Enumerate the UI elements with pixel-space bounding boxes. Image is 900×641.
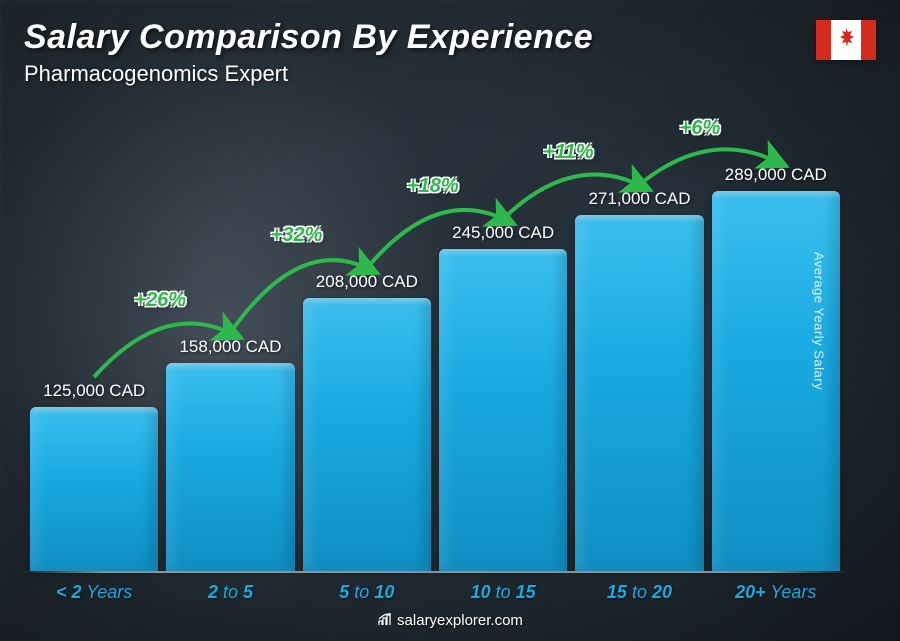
bar-value-label: 125,000 CAD [43, 381, 145, 401]
bar-value-label: 289,000 CAD [725, 165, 827, 185]
bar-group: 208,000 CAD5 to 10 [303, 272, 431, 571]
bar [30, 407, 158, 571]
percentage-change-label: +18% [407, 175, 459, 198]
chart-title: Salary Comparison By Experience [24, 18, 876, 57]
footer-text: salaryexplorer.com [397, 612, 523, 629]
bar-group: 245,000 CAD10 to 15 [439, 223, 567, 571]
chart-subtitle: Pharmacogenomics Expert [24, 61, 876, 87]
percentage-change-label: +26% [134, 289, 186, 312]
footer: salaryexplorer.com [0, 611, 900, 629]
bar [439, 249, 567, 571]
percentage-change-label: +6% [680, 117, 721, 140]
bar-group: 271,000 CAD15 to 20 [575, 189, 703, 571]
bar-group: 158,000 CAD2 to 5 [166, 337, 294, 571]
bar-category-label: < 2 Years [56, 582, 132, 603]
bar [303, 298, 431, 571]
percentage-change-label: +32% [271, 224, 323, 247]
y-axis-label: Average Yearly Salary [811, 251, 826, 389]
bar-group: 125,000 CAD< 2 Years [30, 381, 158, 571]
bar-category-label: 2 to 5 [208, 582, 253, 603]
bar-category-label: 15 to 20 [607, 582, 672, 603]
bar-category-label: 20+ Years [735, 582, 816, 603]
bar-category-label: 10 to 15 [471, 582, 536, 603]
bar-value-label: 245,000 CAD [452, 223, 554, 243]
footer-logo-icon [377, 611, 393, 627]
chart-baseline [20, 571, 850, 573]
country-flag-canada [816, 20, 876, 60]
bar-value-label: 271,000 CAD [588, 189, 690, 209]
bar [575, 215, 703, 571]
header: Salary Comparison By Experience Pharmaco… [24, 18, 876, 87]
bar-category-label: 5 to 10 [339, 582, 394, 603]
bar-value-label: 208,000 CAD [316, 272, 418, 292]
bar [166, 363, 294, 571]
percentage-change-label: +11% [543, 141, 593, 164]
bar-value-label: 158,000 CAD [179, 337, 281, 357]
